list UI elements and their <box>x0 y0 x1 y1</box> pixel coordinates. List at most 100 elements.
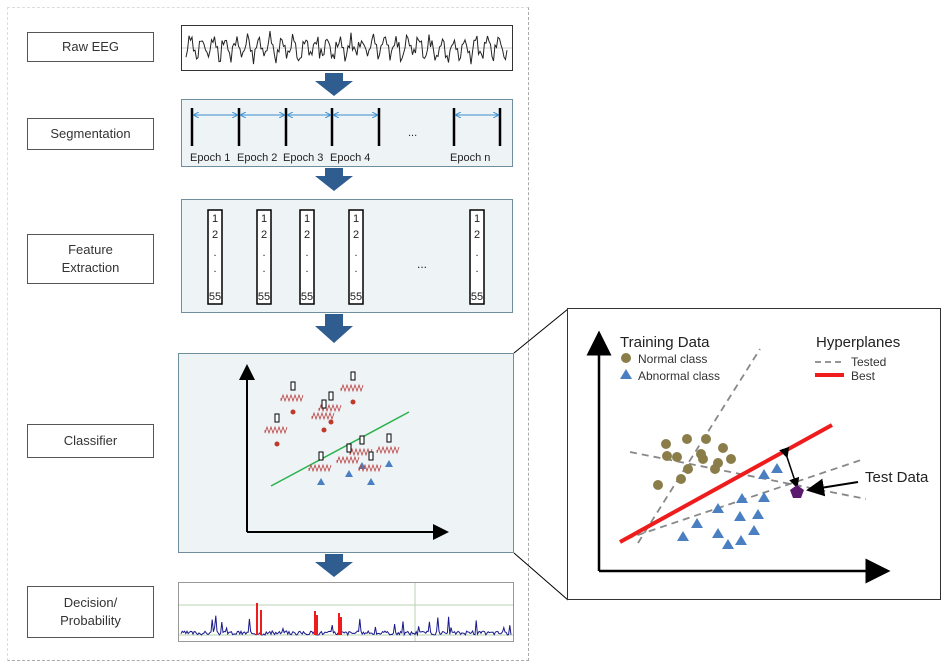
feature-vector: 1 2.. 55 <box>348 209 364 305</box>
feature-entry: . <box>262 263 265 275</box>
abnormal-class-point <box>752 509 764 519</box>
abnormal-class-point <box>771 463 783 473</box>
normal-class-point <box>701 434 711 444</box>
stage-raw-eeg: Raw EEG <box>27 32 154 62</box>
classifier-plot <box>239 364 449 540</box>
abnormal-class-point <box>691 518 703 528</box>
best-label: Best <box>851 369 876 383</box>
feature-entry: 55 <box>209 291 221 303</box>
normal-class-point <box>661 439 671 449</box>
best-hyperplane <box>619 423 833 544</box>
epoch-diagram: Epoch 1 Epoch 2 Epoch 3 Epoch 4 ... Epoc… <box>190 108 502 164</box>
abnormal-class-point <box>736 493 748 503</box>
feature-vector: 1 2.. 55 <box>299 209 315 305</box>
epoch-thumbnail <box>264 413 288 447</box>
stage-segmentation: Segmentation <box>27 118 154 150</box>
epoch-thumbnail <box>280 381 304 415</box>
epoch-label: Epoch 3 <box>283 152 323 164</box>
test-data-arrow <box>806 478 859 497</box>
feature-entry: 1 <box>261 213 267 225</box>
normal-class-point <box>676 474 686 484</box>
feature-entry: . <box>354 263 357 275</box>
feature-entry: 2 <box>353 229 359 241</box>
stage-label-text: Feature Extraction <box>61 242 120 275</box>
normal-class-point <box>718 443 728 453</box>
feature-entry: 2 <box>474 229 480 241</box>
abnormal-class-marker <box>620 369 632 379</box>
normal-class-point <box>713 458 723 468</box>
abnormal-class-point <box>735 535 747 545</box>
normal-class-point <box>653 480 663 490</box>
feature-entry: 2 <box>304 229 310 241</box>
feature-entry: . <box>213 263 216 275</box>
abnormal-class-point <box>712 528 724 538</box>
feature-entry: . <box>305 263 308 275</box>
stage-label-text: Classifier <box>63 433 118 448</box>
epoch-thumbnail <box>358 451 382 485</box>
stage-label-text: Raw EEG <box>61 39 120 54</box>
feature-entry: 55 <box>350 291 362 303</box>
abnormal-class-point <box>734 511 746 521</box>
abnormal-class-point <box>677 531 689 541</box>
feature-entry: . <box>213 247 216 259</box>
training-data-title: Training Data <box>620 334 710 351</box>
hyperplanes-title: Hyperplanes <box>816 334 900 351</box>
feature-entry: . <box>262 247 265 259</box>
tested-label: Tested <box>851 355 886 369</box>
abnormal-class-point <box>758 492 770 502</box>
probability-trace <box>179 583 513 641</box>
classifier-boundary-line <box>270 411 410 487</box>
feature-extraction-panel: 1 2.. 55 1 2.. 55 1 2.. 55 1 2.. 55 1 2.. 55 ... <box>181 199 513 313</box>
stage-label-text: Segmentation <box>50 126 131 141</box>
epoch-label: Epoch 1 <box>190 152 230 164</box>
normal-class-point <box>662 451 672 461</box>
feature-entry: . <box>475 263 478 275</box>
abnormal-class-point <box>722 539 734 549</box>
feature-entry: 1 <box>353 213 359 225</box>
normal-class-point <box>698 454 708 464</box>
normal-class-point <box>726 454 736 464</box>
epoch-thumbnail <box>376 433 400 467</box>
normal-class-label: Normal class <box>638 352 707 366</box>
epoch-label: Epoch n <box>450 152 490 164</box>
feature-entry: 55 <box>301 291 313 303</box>
feature-vector: 1 2.. 55 <box>256 209 272 305</box>
feature-entry: 1 <box>304 213 310 225</box>
epoch-thumbnail <box>336 443 360 477</box>
normal-class-point <box>683 464 693 474</box>
raw-eeg-panel <box>181 25 513 71</box>
margin-arrow <box>779 446 800 489</box>
feature-entry: 2 <box>261 229 267 241</box>
feature-vector: 1 2.. 55 <box>469 209 485 305</box>
abnormal-class-point <box>748 525 760 535</box>
epoch-thumbnail <box>318 391 342 425</box>
epoch-label: Epoch 2 <box>237 152 277 164</box>
epoch-thumbnail <box>340 371 364 405</box>
test-data-point <box>790 485 804 498</box>
epoch-thumbnail <box>308 451 332 485</box>
feature-entry: 1 <box>212 213 218 225</box>
feature-entry: . <box>354 247 357 259</box>
segmentation-panel: Epoch 1 Epoch 2 Epoch 3 Epoch 4 ... Epoc… <box>181 99 513 167</box>
normal-class-point <box>672 452 682 462</box>
stage-label-text: Decision/ Probability <box>60 595 121 628</box>
stage-feature-extraction: Feature Extraction <box>27 234 154 284</box>
stage-decision: Decision/ Probability <box>27 586 154 638</box>
decision-panel <box>178 582 514 642</box>
feature-entry: 55 <box>471 291 483 303</box>
feature-entry: 55 <box>258 291 270 303</box>
classifier-panel <box>178 353 514 553</box>
feature-vectors: 1 2.. 55 1 2.. 55 1 2.. 55 1 2.. 55 1 2.. 55 ... <box>207 209 485 305</box>
raw-eeg-signal <box>182 31 512 65</box>
abnormal-class-point <box>758 469 770 479</box>
feature-entry: 1 <box>474 213 480 225</box>
normal-class-point <box>682 434 692 444</box>
epoch-boundaries <box>190 108 502 146</box>
epoch-label: Epoch 4 <box>330 152 370 164</box>
epoch-thumbnail <box>311 399 335 433</box>
svm-zoom-panel: Test Data Training Data Normal class Abn… <box>567 308 941 600</box>
svm-plot: Test Data Training Data Normal class Abn… <box>586 330 929 584</box>
test-data-label: Test Data <box>865 469 929 486</box>
epoch-ellipsis: ... <box>408 127 417 139</box>
feature-entry: 2 <box>212 229 218 241</box>
